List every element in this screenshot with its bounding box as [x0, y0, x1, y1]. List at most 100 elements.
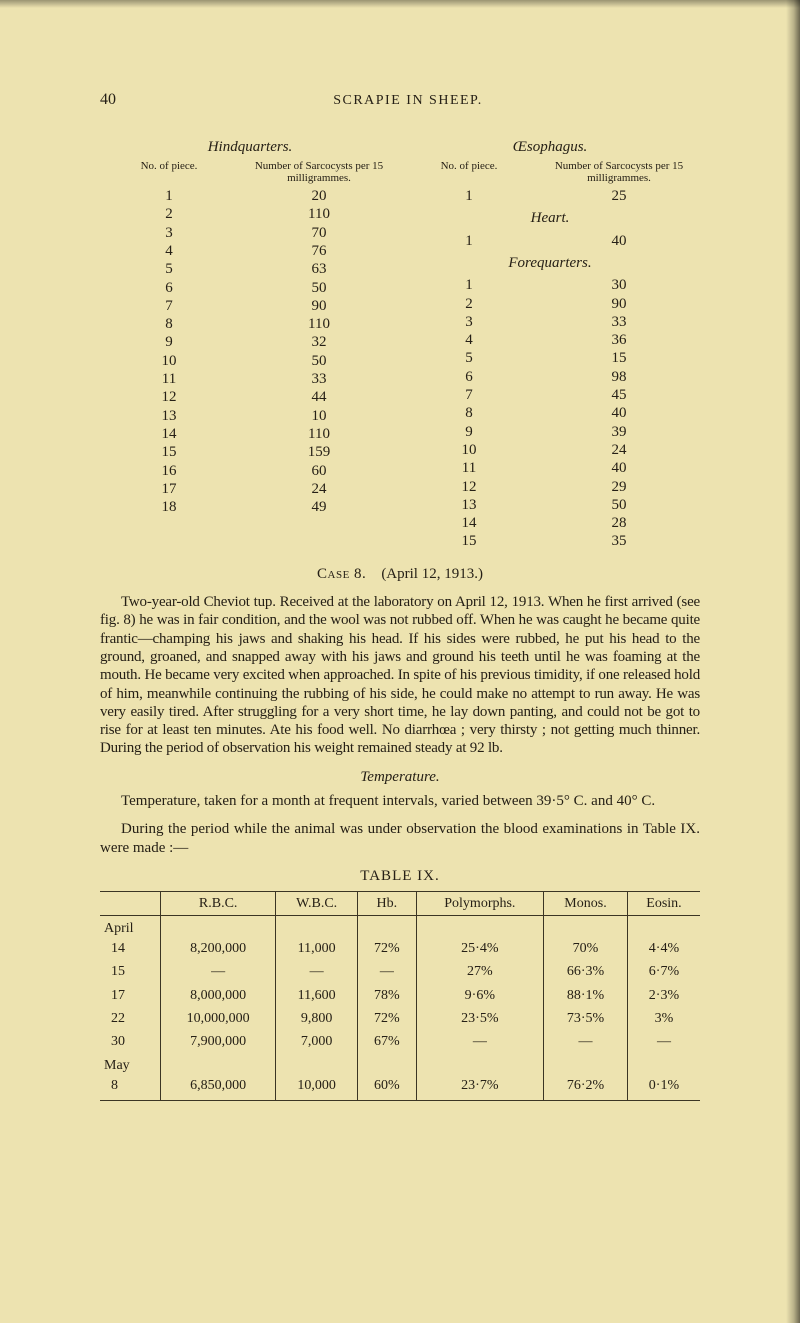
cell [544, 1053, 628, 1074]
piece-value: 50 [538, 496, 700, 514]
piece-no: 7 [400, 386, 538, 404]
case-paragraph: Two-year-old Cheviot tup. Received at th… [100, 593, 700, 758]
cell [627, 916, 700, 938]
piece-no: 13 [100, 407, 238, 425]
cell: 6·7% [627, 960, 700, 983]
cell: 8,000,000 [161, 984, 276, 1007]
cell: — [276, 960, 358, 983]
num-row: 333 [400, 313, 700, 331]
num-row: 790 [100, 297, 400, 315]
day-cell: 22 [100, 1007, 161, 1030]
num-row: 8110 [100, 315, 400, 333]
piece-value: 30 [538, 276, 700, 294]
th-poly: Polymorphs. [416, 892, 543, 916]
piece-value: 29 [538, 478, 700, 496]
piece-no: 8 [100, 315, 238, 333]
cell: 76·2% [544, 1074, 628, 1101]
num-row: 563 [100, 260, 400, 278]
num-row: 1428 [400, 514, 700, 532]
piece-no: 1 [400, 187, 538, 205]
day-cell: 15 [100, 960, 161, 983]
cell: — [416, 1030, 543, 1053]
piece-no: 6 [100, 279, 238, 297]
cell: 9,800 [276, 1007, 358, 1030]
piece-no: 10 [100, 352, 238, 370]
num-row: 1849 [100, 498, 400, 516]
num-row: 1133 [100, 370, 400, 388]
cell: 23·7% [416, 1074, 543, 1101]
piece-no: 10 [400, 441, 538, 459]
cell: 6,850,000 [161, 1074, 276, 1101]
cell: 11,000 [276, 937, 358, 960]
scan-top-shadow [0, 0, 800, 8]
cell: 8,200,000 [161, 937, 276, 960]
piece-value: 40 [538, 232, 700, 250]
cell: 2·3% [627, 984, 700, 1007]
oesophagus-rows: 125 [400, 187, 700, 205]
piece-no: 4 [100, 242, 238, 260]
cell: 4·4% [627, 937, 700, 960]
page-body: 40 SCRAPIE IN SHEEP. Hindquarters. No. o… [100, 90, 700, 1101]
piece-value: 50 [238, 352, 400, 370]
piece-no: 2 [400, 295, 538, 313]
piece-no: 4 [400, 331, 538, 349]
table-row: 15———27%66·3%6·7% [100, 960, 700, 983]
oesophagus-title: Œsophagus. [400, 138, 700, 156]
table-row: 86,850,00010,00060%23·7%76·2%0·1% [100, 1074, 700, 1101]
piece-no: 8 [400, 404, 538, 422]
day-cell: 30 [100, 1030, 161, 1053]
table-ix: R.B.C. W.B.C. Hb. Polymorphs. Monos. Eos… [100, 891, 700, 1101]
oesophagus-colhead: No. of piece. Number of Sarcocysts per 1… [400, 160, 700, 185]
num-row: 932 [100, 333, 400, 351]
num-row: 515 [400, 349, 700, 367]
cell: 23·5% [416, 1007, 543, 1030]
table-row: 148,200,00011,00072%25·4%70%4·4% [100, 937, 700, 960]
num-row: 1140 [400, 459, 700, 477]
piece-value: 90 [238, 297, 400, 315]
num-row: 15159 [100, 443, 400, 461]
piece-no: 11 [100, 370, 238, 388]
piece-value: 40 [538, 404, 700, 422]
piece-no: 6 [400, 368, 538, 386]
num-row: 14110 [100, 425, 400, 443]
th-blank [100, 892, 161, 916]
cell: 3% [627, 1007, 700, 1030]
piece-value: 90 [538, 295, 700, 313]
piece-value: 49 [238, 498, 400, 516]
piece-value: 32 [238, 333, 400, 351]
cell: — [627, 1030, 700, 1053]
piece-value: 44 [238, 388, 400, 406]
piece-no: 7 [100, 297, 238, 315]
cell [416, 916, 543, 938]
num-row: 290 [400, 295, 700, 313]
table-ix-body: April 148,200,00011,00072%25·4%70%4·4% 1… [100, 916, 700, 1101]
piece-no: 15 [400, 532, 538, 550]
cell: 72% [358, 1007, 417, 1030]
num-row: 370 [100, 224, 400, 242]
cell [416, 1053, 543, 1074]
num-row: 840 [400, 404, 700, 422]
piece-value: 36 [538, 331, 700, 349]
month-label: May [100, 1053, 161, 1074]
cell [544, 916, 628, 938]
month-label: April [100, 916, 161, 938]
th-hb: Hb. [358, 892, 417, 916]
num-row: 125 [400, 187, 700, 205]
scan-right-shadow [786, 0, 800, 1323]
forequarters-title: Forequarters. [400, 254, 700, 272]
th-rbc: R.B.C. [161, 892, 276, 916]
piece-value: 40 [538, 459, 700, 477]
piece-value: 76 [238, 242, 400, 260]
oeso-head-right: Number of Sarcocysts per 15 milligrammes… [538, 160, 700, 185]
num-row: 1024 [400, 441, 700, 459]
heart-title: Heart. [400, 209, 700, 227]
cell: 0·1% [627, 1074, 700, 1101]
cell: 60% [358, 1074, 417, 1101]
table-month-row: May [100, 1053, 700, 1074]
cell: 10,000,000 [161, 1007, 276, 1030]
piece-no: 17 [100, 480, 238, 498]
piece-value: 70 [238, 224, 400, 242]
piece-value: 10 [238, 407, 400, 425]
piece-no: 1 [400, 232, 538, 250]
piece-no: 14 [400, 514, 538, 532]
